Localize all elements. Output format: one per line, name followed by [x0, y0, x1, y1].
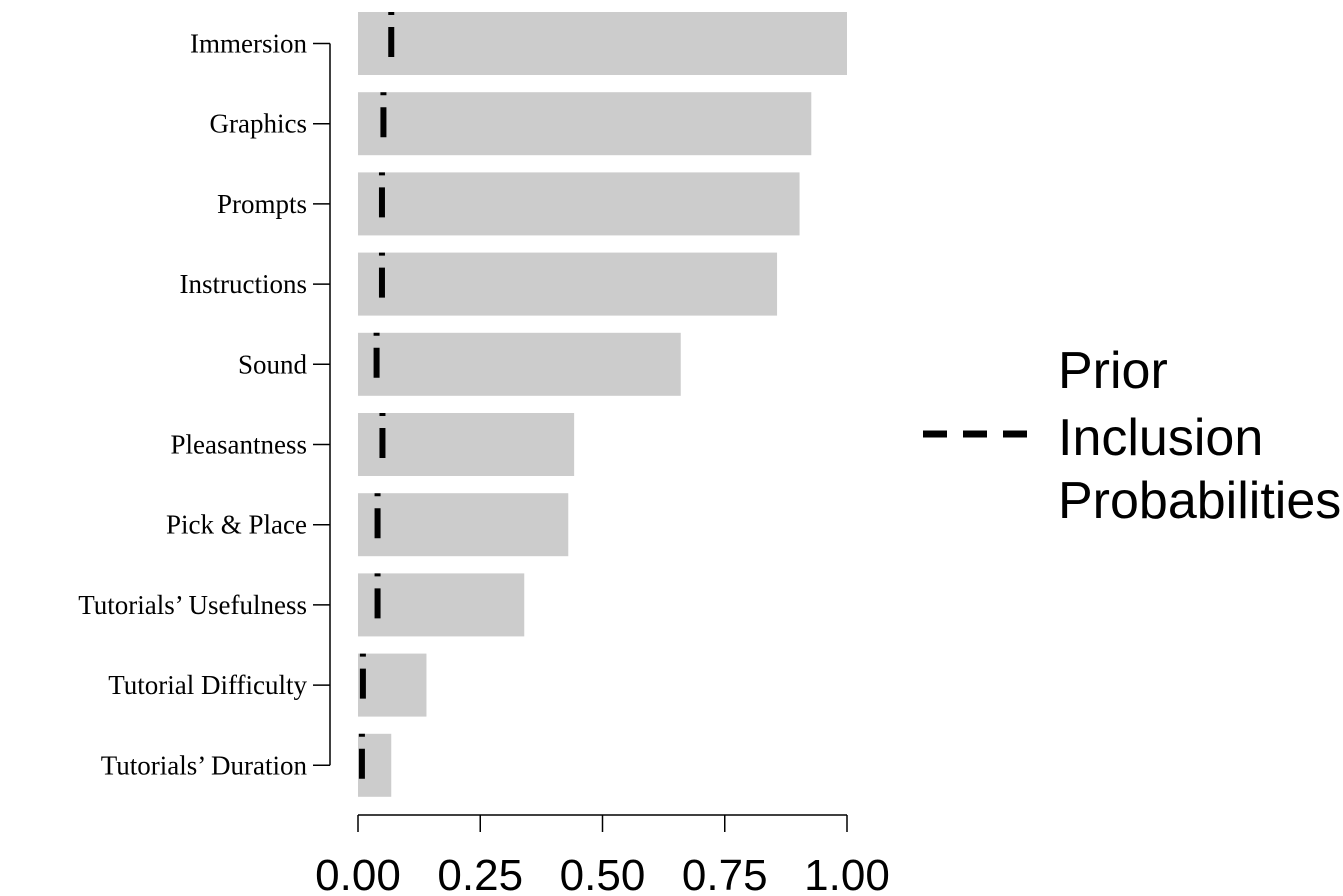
x-tick-label: 0.75	[682, 851, 768, 896]
bar	[358, 252, 778, 316]
x-axis: 0.00 0.25 0.50 0.75 1.00	[315, 814, 890, 896]
category-labels: Immersion Graphics Prompts Instructions Soun…	[78, 29, 307, 781]
prior-lines-group	[358, 12, 395, 797]
bar	[358, 493, 569, 557]
legend-line-2: Inclusion	[1058, 409, 1263, 467]
legend-line-1: Prior	[1058, 342, 1168, 400]
bars-group	[358, 12, 847, 797]
legend: Prior Inclusion Probabilities	[923, 342, 1341, 530]
category-label: Tutorials’ Duration	[101, 750, 308, 780]
category-label: Immersion	[190, 29, 307, 59]
category-label: Instructions	[180, 269, 308, 299]
x-tick-label: 1.00	[804, 851, 890, 896]
category-label: Tutorial Difficulty	[108, 670, 307, 700]
bar	[358, 653, 427, 717]
y-axis	[313, 42, 331, 767]
bar	[358, 332, 681, 396]
category-label: Pick & Place	[166, 510, 307, 540]
bar	[358, 172, 800, 236]
x-tick-label: 0.25	[437, 851, 523, 896]
bar	[358, 92, 812, 156]
bar	[358, 12, 847, 75]
bar	[358, 413, 575, 476]
bar	[358, 573, 525, 637]
category-label: Prompts	[217, 189, 307, 219]
x-tick-label: 0.00	[315, 851, 401, 896]
category-label: Pleasantness	[171, 430, 307, 460]
category-label: Tutorials’ Usefulness	[78, 590, 307, 620]
legend-line-3: Probabilities	[1058, 472, 1341, 530]
category-label: Graphics	[210, 109, 307, 139]
x-tick-label: 0.50	[560, 851, 646, 896]
category-label: Sound	[238, 349, 308, 379]
